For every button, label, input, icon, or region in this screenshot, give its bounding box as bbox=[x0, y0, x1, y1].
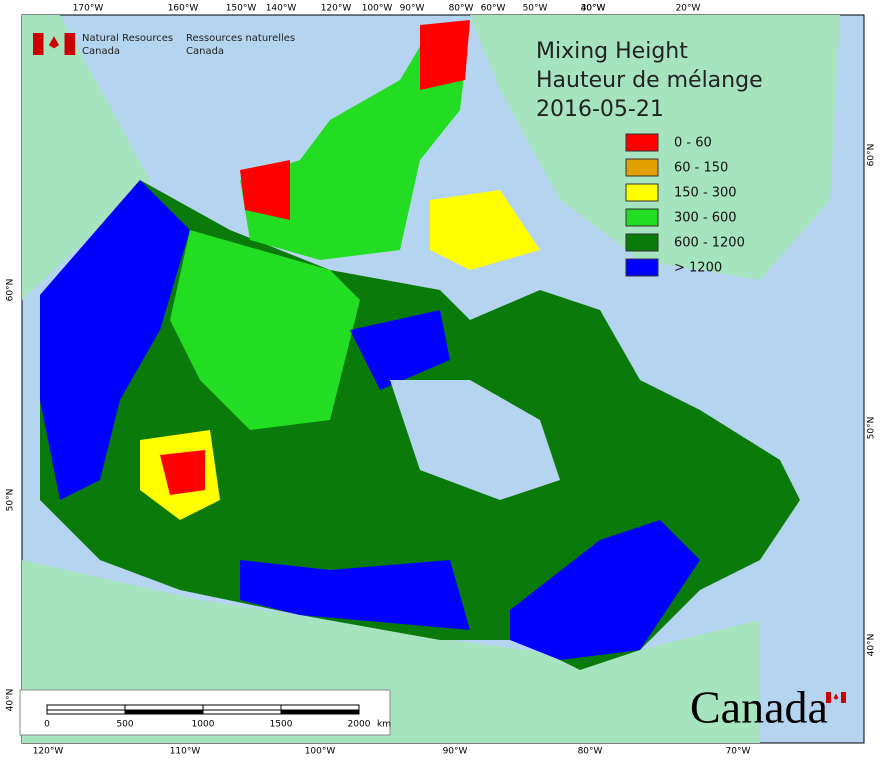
legend-label: 300 - 600 bbox=[674, 211, 737, 226]
graticule-label: 40°W bbox=[581, 4, 606, 14]
graticule-label: 160°W bbox=[168, 4, 199, 14]
graticule-label: 20°W bbox=[676, 4, 701, 14]
graticule-label: 90°W bbox=[443, 747, 468, 757]
scale-segment bbox=[124, 704, 204, 711]
zone bbox=[240, 560, 470, 630]
zone bbox=[240, 160, 290, 220]
graticule-label: 170°W bbox=[73, 4, 104, 14]
agency-text: Ressources naturelles bbox=[186, 33, 295, 44]
title: Hauteur de mélange bbox=[536, 68, 763, 93]
graticule-label: 110°W bbox=[170, 747, 201, 757]
scale-segment bbox=[202, 709, 282, 715]
agency-text: Natural Resources bbox=[82, 33, 173, 44]
legend-swatch bbox=[625, 258, 659, 277]
flag-bar bbox=[841, 692, 846, 703]
legend-label: 600 - 1200 bbox=[674, 236, 745, 251]
graticule-label: 120°W bbox=[321, 4, 352, 14]
legend-swatch bbox=[625, 158, 659, 177]
graticule-label: 50°N bbox=[6, 489, 16, 512]
zone bbox=[170, 230, 360, 430]
maple-leaf bbox=[833, 693, 839, 700]
legend-label: 60 - 150 bbox=[674, 161, 728, 176]
graticule-label: 100°W bbox=[305, 747, 336, 757]
graticule-label: 60°N bbox=[6, 279, 16, 302]
zone bbox=[430, 190, 540, 270]
arctic-islands bbox=[240, 25, 470, 260]
scale-segment bbox=[202, 704, 282, 711]
scale-label: 500 bbox=[116, 720, 133, 730]
graticule-label: 150°W bbox=[226, 4, 257, 14]
legend-swatch bbox=[625, 208, 659, 227]
legend-swatch bbox=[625, 183, 659, 202]
zone bbox=[40, 180, 190, 500]
legend-label: > 1200 bbox=[674, 261, 722, 276]
scale-label: 0 bbox=[44, 720, 50, 730]
title: 2016-05-21 bbox=[536, 97, 664, 122]
scale-segment bbox=[280, 704, 360, 711]
agency-text: Canada bbox=[186, 46, 224, 57]
zone bbox=[420, 20, 470, 90]
hudson-bay bbox=[390, 380, 560, 500]
scale-segment bbox=[46, 709, 126, 715]
graticule-label: 90°W bbox=[400, 4, 425, 14]
scale-label: 2000 bbox=[348, 720, 371, 730]
graticule-label: 140°W bbox=[266, 4, 297, 14]
wordmark: Canada bbox=[690, 682, 828, 733]
graticule-label: 80°W bbox=[578, 747, 603, 757]
graticule-label: 40°N bbox=[867, 634, 877, 657]
maple-leaf bbox=[48, 36, 60, 49]
graticule-label: 50°N bbox=[867, 417, 877, 440]
scale-unit: km bbox=[377, 720, 391, 730]
scale-label: 1500 bbox=[270, 720, 293, 730]
alaska bbox=[22, 15, 150, 300]
flag-bar bbox=[826, 692, 831, 703]
legend-label: 0 - 60 bbox=[674, 136, 712, 151]
legend-swatch bbox=[625, 233, 659, 252]
graticule-label: 60°W bbox=[481, 4, 506, 14]
flag-bar bbox=[64, 33, 75, 55]
graticule-label: 100°W bbox=[362, 4, 393, 14]
flag-bar bbox=[33, 33, 44, 55]
graticule-label: 50°W bbox=[523, 4, 548, 14]
graticule-label: 70°W bbox=[726, 747, 751, 757]
graticule-label: 120°W bbox=[33, 747, 64, 757]
scale-segment bbox=[280, 709, 360, 715]
title: Mixing Height bbox=[536, 39, 688, 64]
scale-label: 1000 bbox=[192, 720, 215, 730]
scale-segment bbox=[124, 709, 204, 715]
zone bbox=[510, 520, 700, 660]
graticule-label: 30°W bbox=[581, 4, 606, 14]
scale-segment bbox=[46, 704, 126, 711]
graticule-label: 60°N bbox=[867, 144, 877, 167]
legend-swatch bbox=[625, 133, 659, 152]
agency-text: Canada bbox=[82, 46, 120, 57]
graticule-label: 40°N bbox=[6, 689, 16, 712]
zone bbox=[350, 310, 450, 390]
zone bbox=[160, 450, 205, 495]
graticule-label: 80°W bbox=[449, 4, 474, 14]
legend-label: 150 - 300 bbox=[674, 186, 737, 201]
